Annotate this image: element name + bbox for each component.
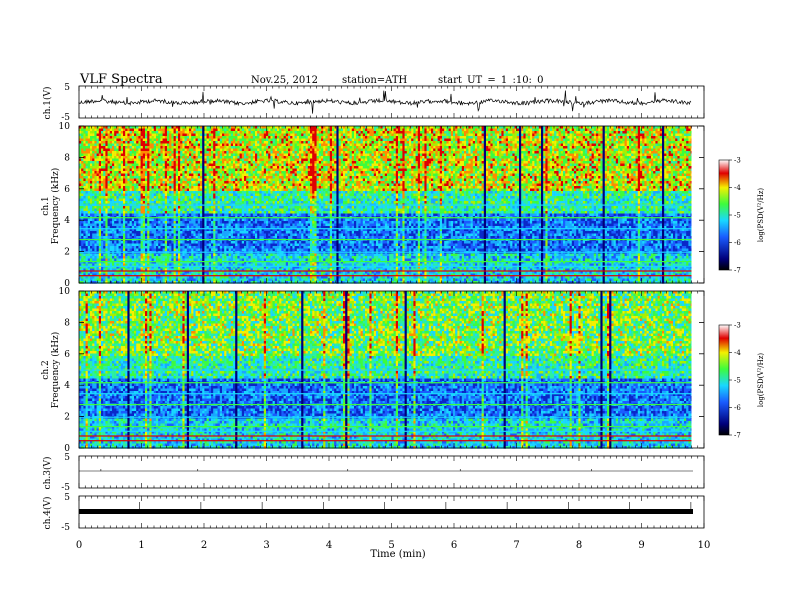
spec-ytick-label: 2 — [64, 248, 70, 258]
ch1-ylabel: ch.1(V) — [42, 87, 53, 120]
spec-ytick-label: 4 — [64, 216, 70, 226]
ch1-spectrogram-image — [79, 126, 704, 284]
x-tick-label: 1 — [138, 540, 144, 551]
spec-ytick-label: 10 — [59, 122, 71, 132]
spec-ytick-label: 4 — [64, 381, 70, 391]
spec-ytick-label: 8 — [64, 153, 70, 163]
x-tick-label: 2 — [201, 540, 207, 551]
ch4-ylabel: ch.4(V) — [42, 497, 53, 530]
spec-ytick-label: 6 — [64, 185, 70, 195]
ch3-ytick-bottom: -5 — [61, 483, 70, 493]
x-tick-label: 3 — [263, 540, 269, 551]
x-tick-label: 8 — [576, 540, 582, 551]
ch4-ytick-top: 5 — [64, 493, 70, 503]
ch1-spec-freq-label: Frequency (kHz) — [50, 168, 61, 245]
colorbar-tick-label: -4 — [734, 349, 741, 357]
colorbar-tick-label: -6 — [734, 239, 741, 247]
ch1-waveform-trace — [79, 91, 691, 114]
ch1-colorbar-label: log(PSD(V²/Hz) — [757, 188, 765, 243]
ch1-ytick-top: 5 — [64, 83, 70, 93]
ch2-colorbar-bar — [719, 325, 729, 435]
ch4-waveform-trace — [79, 509, 693, 514]
ch2-colorbar-label: log(PSD(V²/Hz) — [757, 353, 765, 408]
colorbar-tick-label: -3 — [734, 322, 741, 330]
ch2-spec-name: ch.2 — [41, 360, 51, 379]
ch4-ytick-bottom: -5 — [61, 523, 70, 533]
colorbar-tick-label: -3 — [734, 157, 741, 165]
ch1-colorbar: -3 -4 -5 -6 -7 log(PSD(V²/Hz) — [719, 157, 765, 275]
colorbar-tick-label: -5 — [734, 212, 741, 220]
colorbar-tick-label: -6 — [734, 404, 741, 412]
spec-ytick-label: 10 — [59, 287, 71, 297]
x-tick-label: 6 — [451, 540, 457, 551]
ch2-spectrogram-image — [79, 291, 704, 449]
spec-ytick-label: 6 — [64, 350, 70, 360]
colorbar-tick-label: -4 — [734, 184, 741, 192]
ch2-spec-freq-label: Frequency (kHz) — [50, 332, 61, 409]
x-tick-label: 9 — [638, 540, 644, 551]
colorbar-tick-label: -7 — [734, 432, 741, 440]
ch2-colorbar: -3 -4 -5 -6 -7 log(PSD(V²/Hz) — [719, 322, 765, 440]
x-axis-label: Time (min) — [370, 549, 425, 560]
spec-ytick-label: 2 — [64, 413, 70, 423]
ch3-ylabel: ch.3(V) — [42, 457, 53, 490]
x-tick-label: 0 — [76, 540, 82, 551]
ch3-ytick-top: 5 — [64, 453, 70, 463]
colorbar-tick-label: -5 — [734, 377, 741, 385]
x-tick-label: 4 — [326, 540, 332, 551]
colorbar-tick-label: -7 — [734, 267, 741, 275]
x-tick-label: 10 — [698, 540, 711, 551]
ch1-spec-name: ch.1 — [41, 196, 51, 215]
spec-ytick-label: 8 — [64, 318, 70, 328]
ch1-colorbar-bar — [719, 160, 729, 270]
x-tick-label: 7 — [513, 540, 519, 551]
